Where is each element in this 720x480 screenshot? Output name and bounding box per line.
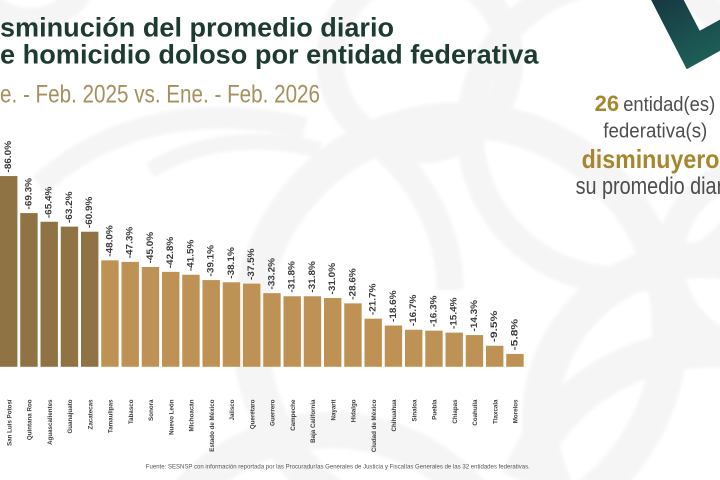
svg-text:-31.0%: -31.0% [327, 262, 338, 294]
svg-text:-18.6%: -18.6% [388, 290, 399, 322]
svg-text:Ciudad de México: Ciudad de México [371, 399, 378, 452]
svg-text:Morelos: Morelos [513, 399, 520, 423]
svg-text:Hidalgo: Hidalgo [351, 399, 358, 422]
svg-text:Michoacán: Michoacán [189, 399, 196, 431]
svg-text:Jalisco: Jalisco [229, 399, 236, 420]
svg-text:Tamaulipas: Tamaulipas [108, 399, 115, 433]
svg-text:-16.7%: -16.7% [408, 294, 419, 326]
svg-text:Guanajuato: Guanajuato [67, 399, 74, 433]
svg-text:-21.7%: -21.7% [368, 283, 379, 315]
svg-text:su promedio diario: su promedio diario [576, 173, 720, 200]
svg-text:Nayarit: Nayarit [330, 400, 337, 421]
svg-text:-47.3%: -47.3% [125, 226, 136, 258]
svg-text:26: 26 [595, 91, 619, 116]
svg-text:-31.8%: -31.8% [287, 261, 298, 293]
svg-text:-65.4%: -65.4% [44, 186, 55, 218]
svg-text:Fuente: SESNSP con información: Fuente: SESNSP con información reportada… [146, 464, 530, 471]
svg-text:Sonora: Sonora [148, 399, 155, 421]
svg-text:Quintana Roo: Quintana Roo [27, 399, 34, 440]
svg-text:-41.5%: -41.5% [185, 239, 196, 271]
svg-text:-38.1%: -38.1% [226, 247, 237, 279]
svg-text:Sinaloa: Sinaloa [411, 399, 418, 422]
svg-text:Campeche: Campeche [290, 399, 297, 431]
svg-text:-9.5%: -9.5% [489, 310, 500, 342]
svg-text:Tabasco: Tabasco [128, 399, 135, 424]
svg-text:-14.3%: -14.3% [469, 299, 480, 331]
svg-text:-63.2%: -63.2% [64, 191, 75, 223]
svg-text:-48.0%: -48.0% [104, 225, 115, 257]
svg-text:-69.3%: -69.3% [23, 177, 34, 209]
svg-text:Coahuila: Coahuila [472, 399, 479, 426]
svg-text:Querétaro: Querétaro [249, 399, 256, 429]
svg-text:Aguascalientes: Aguascalientes [47, 399, 54, 445]
svg-text:-60.9%: -60.9% [84, 196, 95, 228]
svg-text:-33.2%: -33.2% [266, 257, 277, 289]
svg-text:-37.5%: -37.5% [246, 248, 257, 280]
svg-text:-28.6%: -28.6% [347, 268, 358, 300]
svg-text:-86.0%: -86.0% [3, 140, 14, 172]
svg-text:federativa(s): federativa(s) [603, 119, 707, 142]
svg-text:-42.8%: -42.8% [165, 236, 176, 268]
svg-text:sminución del promedio diario: sminución del promedio diario [0, 13, 394, 43]
svg-text:Chihuahua: Chihuahua [391, 399, 398, 432]
svg-text:Puebla: Puebla [432, 399, 439, 420]
svg-text:-39.1%: -39.1% [206, 244, 217, 276]
svg-text:Estado de México: Estado de México [209, 399, 216, 451]
svg-text:Nuevo León: Nuevo León [168, 399, 175, 435]
svg-text:Guerrero: Guerrero [270, 399, 277, 426]
svg-text:-45.0%: -45.0% [145, 231, 156, 263]
svg-text:Chiapas: Chiapas [452, 399, 459, 424]
svg-text:San Luis Potosí: San Luis Potosí [6, 399, 13, 446]
svg-text:entidad(es): entidad(es) [623, 93, 715, 116]
svg-text:e homicidio doloso por entidad: e homicidio doloso por entidad federativ… [0, 40, 539, 70]
svg-text:Zacatecas: Zacatecas [87, 399, 94, 429]
svg-text:-5.8%: -5.8% [509, 318, 520, 350]
svg-text:e. - Feb. 2025 vs. Ene. - Feb.: e. - Feb. 2025 vs. Ene. - Feb. 2026 [0, 81, 320, 109]
svg-text:Tlaxcala: Tlaxcala [492, 399, 499, 424]
svg-text:Baja California: Baja California [310, 399, 317, 443]
svg-text:-15.4%: -15.4% [449, 297, 460, 329]
svg-text:-31.8%: -31.8% [307, 261, 318, 293]
svg-text:-16.3%: -16.3% [428, 295, 439, 327]
svg-text:disminuyeron: disminuyeron [582, 144, 720, 174]
